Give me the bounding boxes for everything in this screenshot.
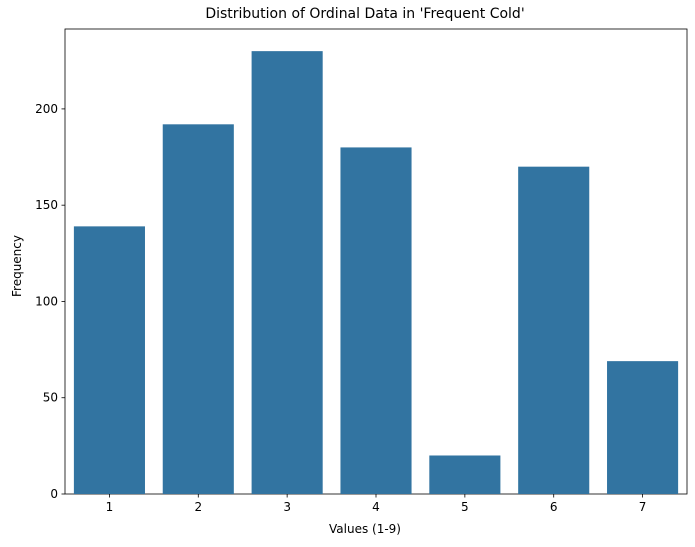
bar-2 [162, 124, 234, 494]
y-tick-label: 0 [50, 487, 58, 501]
bar-1 [73, 226, 145, 495]
y-tick-label: 200 [35, 102, 58, 116]
x-axis: 1 2 3 4 5 6 7 [106, 494, 647, 514]
x-tick-label: 7 [639, 500, 647, 514]
x-tick-label: 5 [461, 500, 469, 514]
y-tick-label: 150 [35, 198, 58, 212]
y-axis-label: Frequency [10, 235, 24, 297]
chart-title: Distribution of Ordinal Data in 'Frequen… [205, 6, 524, 22]
bar-6 [518, 166, 590, 495]
x-tick-label: 1 [106, 500, 114, 514]
x-tick-label: 3 [283, 500, 291, 514]
bar-7 [607, 361, 679, 494]
bar-5 [429, 455, 501, 494]
y-tick-label: 100 [35, 294, 58, 308]
x-tick-label: 4 [372, 500, 380, 514]
x-tick-label: 2 [194, 500, 202, 514]
bars [73, 51, 679, 495]
x-axis-label: Values (1-9) [329, 522, 401, 536]
y-axis: 0 50 100 150 200 [35, 102, 65, 501]
y-tick-label: 50 [43, 391, 58, 405]
x-tick-label: 6 [550, 500, 558, 514]
bar-4 [340, 147, 412, 495]
bar-3 [251, 51, 323, 494]
